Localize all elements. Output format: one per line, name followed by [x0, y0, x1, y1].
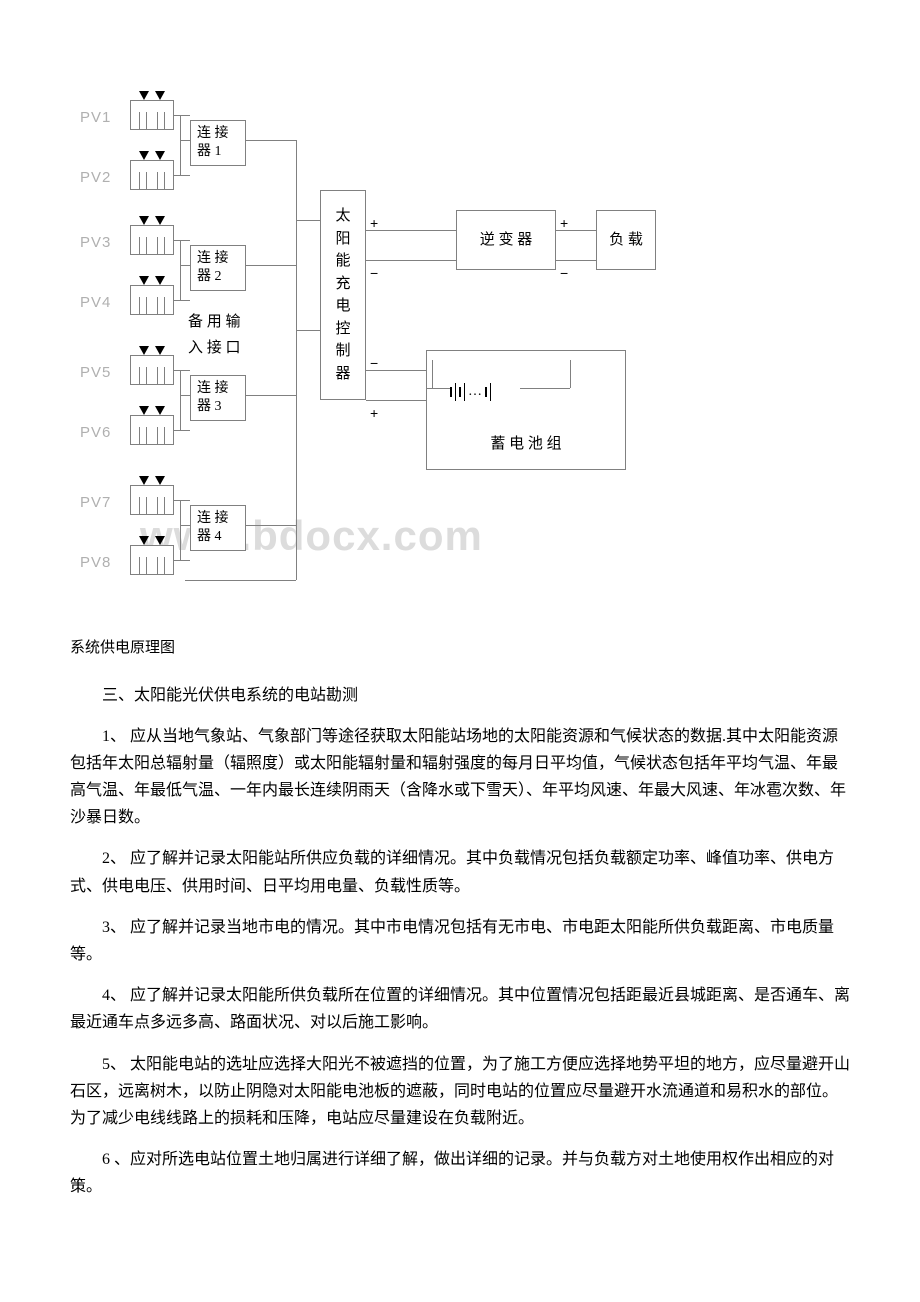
- paragraph-4: 4、 应了解并记录太阳能所供负载所在位置的详细情况。其中位置情况包括距最近县城距…: [70, 982, 850, 1036]
- minus-sign-2: −: [560, 262, 568, 286]
- paragraph-2: 2、 应了解并记录太阳能站所供应负载的详细情况。其中负载情况包括负载额定功率、峰…: [70, 845, 850, 899]
- pv5-box: [130, 355, 174, 385]
- pv4-box: [130, 285, 174, 315]
- pv3-box: [130, 225, 174, 255]
- pv6-label: PV6: [80, 420, 111, 446]
- system-diagram: PV1 PV2 PV3 PV4 PV5 PV6 PV7 PV8 连 接 器 1 …: [80, 90, 640, 630]
- connector-4: 连 接 器 4: [190, 505, 246, 551]
- pv1-box: [130, 100, 174, 130]
- backup-input-label: 备 用 输 入 接 口: [188, 310, 241, 361]
- minus-sign: −: [370, 262, 378, 286]
- plus-sign: +: [370, 212, 378, 236]
- pv5-label: PV5: [80, 360, 111, 386]
- pv2-label: PV2: [80, 165, 111, 191]
- paragraph-3: 3、 应了解并记录当地市电的情况。其中市电情况包括有无市电、市电距太阳能所供负载…: [70, 914, 850, 968]
- section-heading: 三、太阳能光伏供电系统的电站勘测: [70, 682, 850, 709]
- solar-controller: 太 阳 能 充 电 控 制 器: [320, 190, 366, 400]
- paragraph-5: 5、 太阳能电站的选址应选择大阳光不被遮挡的位置，为了施工方便应选择地势平坦的地…: [70, 1051, 850, 1133]
- pv7-label: PV7: [80, 490, 111, 516]
- pv8-label: PV8: [80, 550, 111, 576]
- pv4-label: PV4: [80, 290, 111, 316]
- plus-sign-3: +: [370, 402, 378, 426]
- connector-3: 连 接 器 3: [190, 375, 246, 421]
- pv8-box: [130, 545, 174, 575]
- paragraph-1: 1、 应从当地气象站、气象部门等途径获取太阳能站场地的太阳能资源和气候状态的数据…: [70, 723, 850, 832]
- pv7-box: [130, 485, 174, 515]
- connector-1: 连 接 器 1: [190, 120, 246, 166]
- pv3-label: PV3: [80, 230, 111, 256]
- plus-sign-2: +: [560, 212, 568, 236]
- connector-2: 连 接 器 2: [190, 245, 246, 291]
- battery-symbol: …: [450, 380, 491, 404]
- battery-bank: 蓄 电 池 组: [426, 350, 626, 470]
- pv2-box: [130, 160, 174, 190]
- inverter: 逆 变 器: [456, 210, 556, 270]
- pv6-box: [130, 415, 174, 445]
- load: 负 载: [596, 210, 656, 270]
- paragraph-6: 6 、应对所选电站位置土地归属进行详细了解，做出详细的记录。并与负载方对土地使用…: [70, 1146, 850, 1200]
- minus-sign-3: −: [370, 352, 378, 376]
- pv1-label: PV1: [80, 105, 111, 131]
- diagram-caption: 系统供电原理图: [70, 636, 850, 662]
